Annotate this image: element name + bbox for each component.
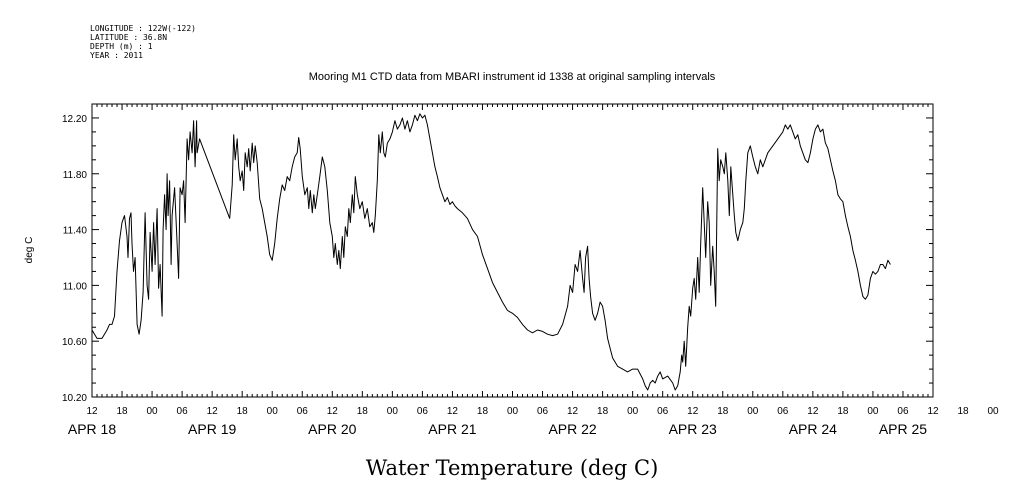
chart-title: Mooring M1 CTD data from MBARI instrumen…	[309, 71, 716, 83]
x-hour-label: 18	[957, 406, 969, 417]
date-label: APR 24	[789, 421, 837, 437]
x-hour-label: 12	[807, 406, 819, 417]
x-hour-label: 18	[717, 406, 729, 417]
x-hour-label: 00	[988, 406, 1000, 417]
y-tick-label: 12.20	[62, 114, 87, 125]
y-tick-label: 11.80	[63, 170, 88, 181]
x-hour-label: 18	[837, 406, 849, 417]
x-hour-label: 12	[447, 406, 459, 417]
x-hour-label: 18	[597, 406, 609, 417]
x-hour-label: 00	[387, 406, 399, 417]
x-hour-label: 06	[777, 406, 789, 417]
latitude-label: LATITUDE : 36.8N	[90, 33, 167, 42]
y-tick-label: 11.00	[63, 281, 88, 292]
y-tick-labels: 10.20 10.60 11.00 11.40 11.80 12.20	[62, 114, 87, 404]
y-tick-label: 10.20	[62, 393, 87, 404]
x-hour-label: 12	[207, 406, 219, 417]
x-hour-label: 06	[657, 406, 669, 417]
date-label: APR 20	[308, 421, 356, 437]
x-hour-label: 06	[177, 406, 189, 417]
y-tick-label: 11.40	[63, 226, 88, 237]
x-hour-label: 18	[237, 406, 249, 417]
y-axis-label: deg C	[24, 237, 35, 264]
date-label: APR 22	[548, 421, 596, 437]
series-group	[91, 113, 891, 391]
date-label: APR 23	[669, 421, 717, 437]
date-label: APR 21	[428, 421, 476, 437]
x-hour-label: 00	[507, 406, 519, 417]
date-label: APR 25	[879, 421, 927, 437]
year-label: YEAR : 2011	[90, 51, 143, 60]
x-hour-label: 06	[537, 406, 549, 417]
x-hour-label: 12	[687, 406, 699, 417]
x-hour-label: 06	[297, 406, 309, 417]
x-hour-label: 00	[267, 406, 279, 417]
y-tick-label: 10.60	[62, 337, 87, 348]
date-label: APR 18	[68, 421, 116, 437]
x-axis-label: Water Temperature (deg C)	[366, 456, 659, 480]
temperature-series-line	[91, 113, 891, 391]
x-hour-label: 00	[867, 406, 879, 417]
x-hour-label: 00	[747, 406, 759, 417]
longitude-label: LONGITUDE : 122W(-122)	[90, 24, 196, 33]
date-label: APR 19	[188, 421, 236, 437]
x-tick-labels: 12 18 00 06 12 18 00 06 12 18 00 06 12 18 00 06 12 18 00 06…	[86, 406, 1000, 417]
x-hour-label: 12	[567, 406, 579, 417]
x-hour-label: 06	[897, 406, 909, 417]
axis-ticks	[91, 103, 934, 398]
x-hour-label: 18	[357, 406, 369, 417]
x-hour-label: 06	[417, 406, 429, 417]
x-date-labels: APR 18 APR 19 APR 20 APR 21 APR 22 APR 23 APR …	[68, 421, 927, 437]
x-hour-label: 12	[327, 406, 339, 417]
depth-label: DEPTH (m) : 1	[90, 42, 153, 51]
plot-frame	[91, 103, 934, 398]
x-hour-label: 00	[147, 406, 159, 417]
x-hour-label: 18	[116, 406, 128, 417]
x-hour-label: 12	[86, 406, 98, 417]
x-hour-label: 00	[627, 406, 639, 417]
x-hour-label: 12	[927, 406, 939, 417]
metadata-block: LONGITUDE : 122W(-122) LATITUDE : 36.8N …	[90, 24, 196, 60]
x-hour-label: 18	[477, 406, 489, 417]
